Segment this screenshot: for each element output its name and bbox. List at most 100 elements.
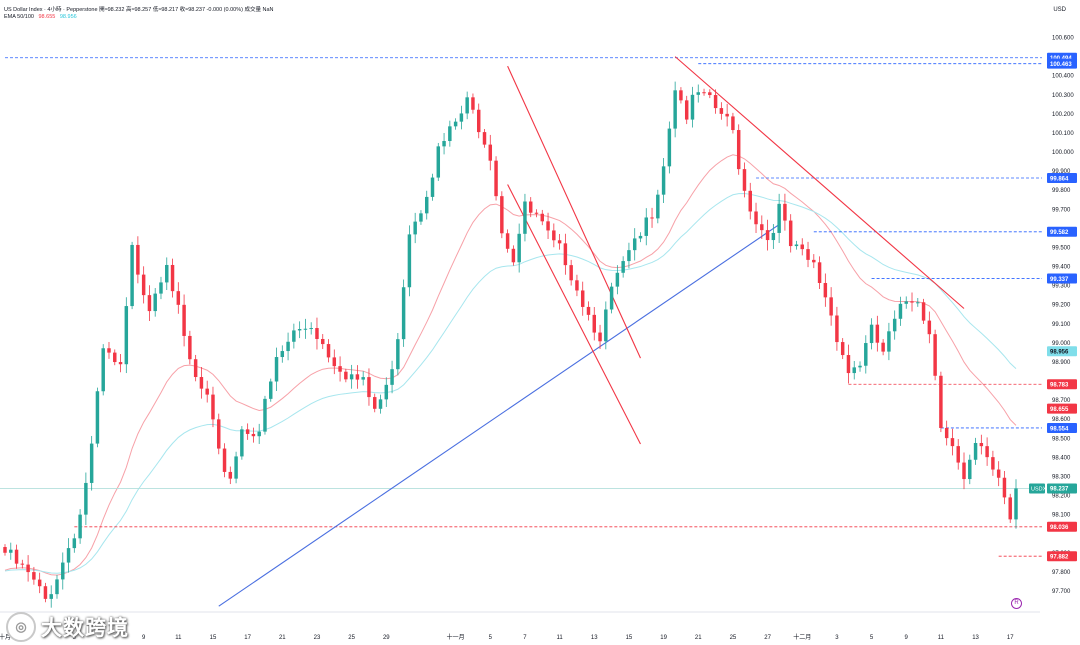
candle [690,86,695,128]
candle [546,212,550,240]
candle [217,413,221,455]
candle [962,452,966,490]
candle [817,256,822,289]
candle-body [55,579,59,595]
candle-body [37,579,42,587]
candle [430,173,435,201]
candle [1014,479,1018,529]
candle [118,353,123,373]
candle [904,296,908,309]
candle [401,279,406,347]
candle [488,134,493,171]
instrument-title: US Dollar Index · 4小時 · Pepperstone [4,7,98,13]
x-tick-label: 13 [591,635,598,641]
candle-body [401,287,406,340]
candle [719,102,724,120]
candle-body [14,549,19,564]
candle-body [228,471,233,479]
candle [840,338,845,360]
candle-body [979,442,984,447]
candle-body [875,324,880,343]
candle-body [552,230,556,241]
candle-body [609,286,614,310]
instrument-header: US Dollar Index · 4小時 · Pepperstone 開≈98… [4,5,274,13]
price-level-label-bg [1047,172,1077,183]
candle-body [373,397,377,409]
candle-body [812,259,816,263]
candle-body [176,291,181,305]
y-tick-label: 98.700 [1052,398,1071,404]
candle [32,566,36,585]
candle-body [933,334,937,376]
candle-body [309,328,313,330]
candle-body [939,375,943,428]
candle [540,209,545,226]
candle [442,133,446,155]
candle-body [702,92,706,94]
candle [3,544,7,556]
candle [702,88,706,96]
candle [598,324,602,349]
candle-body [147,295,152,312]
candle [136,236,140,284]
candle [72,533,77,553]
candle [49,585,53,608]
candle-body [199,377,204,389]
candle-body [500,196,504,234]
candle [297,321,302,339]
candle-body [632,238,637,251]
candle-body [892,318,897,332]
candle-body [754,211,758,225]
x-tick-label: 13 [972,635,979,641]
candle [303,318,308,339]
candle-body [575,280,579,291]
x-tick-label: 11 [556,635,563,641]
candle-body [390,369,394,385]
candle-body [817,262,822,283]
candle [788,214,793,253]
brand-logo-icon: ◎ [6,612,36,642]
candle [471,93,475,114]
candle [725,103,729,127]
candle-body [3,547,7,553]
candle [910,292,914,312]
candle-body [696,92,700,95]
candle [864,335,868,374]
candle [742,162,747,198]
x-tick-label: 27 [764,635,771,641]
candle [280,345,285,363]
y-tick-label: 97.800 [1052,570,1071,576]
candle-body [95,391,100,444]
x-tick-label: 7 [523,635,527,641]
y-tick-label: 100.400 [1052,74,1074,80]
candle [66,538,71,573]
candle [569,259,573,286]
candle-body [211,394,215,420]
candle [736,124,741,175]
candle-body [846,355,851,374]
candle-body [159,282,163,294]
candle-body [66,548,71,563]
y-tick-label: 100.100 [1052,131,1074,137]
candle [679,87,683,104]
candle [580,281,585,316]
candle [528,197,533,218]
x-tick-label: 29 [383,635,390,641]
candle [592,307,597,341]
y-tick-label: 99.900 [1052,169,1071,175]
candle [436,142,441,181]
y-tick-label: 100.200 [1052,112,1074,118]
candle-body [251,433,256,437]
candle-body [321,338,325,345]
candle-body [292,330,296,342]
candle-body [858,365,862,368]
candle [806,241,810,268]
candle-body [89,443,94,483]
candle-body [771,232,776,241]
candle-body [910,301,914,303]
indicator-legend[interactable]: EMA 50/100 98.655 98.956 [4,14,77,20]
candle-body [656,194,660,219]
x-tick-label: 15 [626,635,633,641]
reset-icon[interactable]: R [1011,598,1022,609]
